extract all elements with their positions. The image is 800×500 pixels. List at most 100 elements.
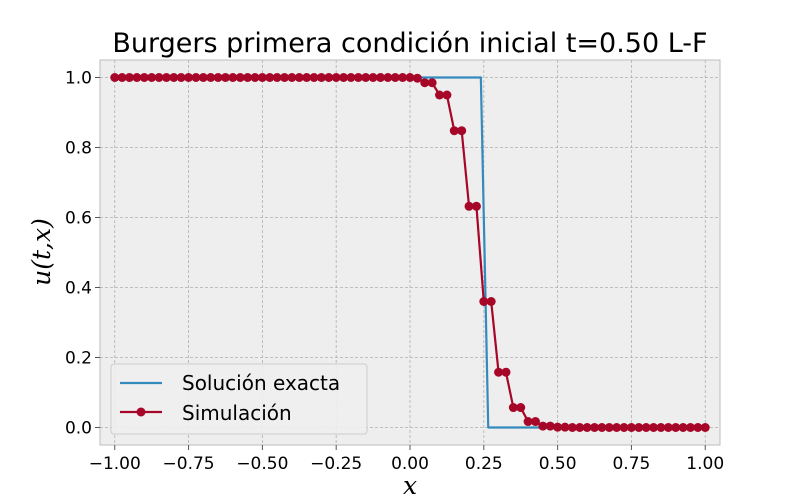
data-point-simulacion	[339, 73, 349, 82]
data-point-simulacion	[243, 73, 253, 82]
data-point-simulacion	[206, 73, 216, 82]
data-point-simulacion	[169, 73, 179, 82]
data-point-simulacion	[449, 126, 459, 136]
data-point-simulacion	[265, 73, 275, 82]
series-layer	[110, 73, 710, 432]
data-point-simulacion	[375, 73, 385, 82]
data-point-simulacion	[553, 422, 563, 432]
data-point-simulacion	[368, 73, 378, 82]
data-point-simulacion	[464, 201, 474, 211]
data-point-simulacion	[257, 73, 267, 82]
data-point-simulacion	[184, 73, 194, 82]
data-point-simulacion	[597, 423, 607, 432]
x-tick-label: 1.00	[686, 454, 724, 474]
data-point-simulacion	[324, 73, 334, 82]
x-tick-label: −1.00	[89, 454, 141, 474]
data-point-simulacion	[420, 78, 430, 88]
data-point-simulacion	[280, 73, 290, 82]
y-tick-label: 0.0	[65, 419, 92, 439]
data-point-simulacion	[161, 73, 171, 82]
data-point-simulacion	[154, 73, 164, 82]
data-point-simulacion	[250, 73, 260, 82]
data-point-simulacion	[117, 73, 127, 82]
data-point-simulacion	[545, 421, 555, 431]
data-point-simulacion	[590, 423, 600, 432]
data-point-simulacion	[228, 73, 238, 82]
data-point-simulacion	[700, 423, 710, 432]
data-point-simulacion	[125, 73, 135, 82]
data-point-simulacion	[442, 90, 452, 100]
x-tick-label: 0.00	[391, 454, 429, 474]
data-point-simulacion	[678, 423, 688, 432]
data-point-simulacion	[435, 90, 445, 100]
data-point-simulacion	[508, 403, 518, 413]
legend-box	[110, 363, 368, 435]
data-point-simulacion	[649, 423, 659, 432]
x-axis-label: x	[403, 471, 417, 500]
data-point-simulacion	[390, 73, 400, 82]
data-point-simulacion	[575, 423, 585, 432]
x-tick-label: −0.50	[236, 454, 288, 474]
data-point-simulacion	[272, 73, 282, 82]
legend-marker-simulacion	[136, 407, 146, 417]
chart-title: Burgers primera condición inicial t=0.50…	[112, 28, 707, 59]
y-tick-label: 0.4	[65, 279, 92, 299]
data-point-simulacion	[516, 403, 526, 413]
data-point-simulacion	[486, 297, 496, 306]
data-point-simulacion	[479, 297, 489, 306]
data-point-simulacion	[619, 423, 629, 432]
data-point-simulacion	[287, 73, 297, 82]
x-tick-label: 0.75	[612, 454, 650, 474]
data-point-simulacion	[560, 422, 570, 432]
data-point-simulacion	[634, 423, 644, 432]
data-point-simulacion	[663, 423, 673, 432]
data-point-simulacion	[538, 421, 548, 431]
y-tick-label: 0.8	[65, 139, 92, 159]
data-point-simulacion	[346, 73, 356, 82]
legend-label-simulacion: Simulación	[182, 401, 292, 425]
data-point-simulacion	[383, 73, 393, 82]
data-point-simulacion	[582, 423, 592, 432]
data-point-simulacion	[139, 73, 149, 82]
data-point-simulacion	[693, 423, 703, 432]
data-point-simulacion	[235, 73, 245, 82]
y-tick-label: 0.6	[65, 209, 92, 229]
data-point-simulacion	[309, 73, 319, 82]
data-point-simulacion	[685, 423, 695, 432]
data-point-simulacion	[213, 73, 223, 82]
x-tick-label: 0.50	[539, 454, 577, 474]
data-point-simulacion	[523, 417, 533, 427]
data-point-simulacion	[361, 73, 371, 82]
data-point-simulacion	[427, 78, 437, 88]
data-point-simulacion	[198, 73, 208, 82]
data-point-simulacion	[405, 73, 415, 82]
data-point-simulacion	[494, 367, 504, 377]
data-point-simulacion	[398, 73, 408, 82]
data-point-simulacion	[110, 73, 120, 82]
legend: Solución exacta Simulación	[110, 363, 368, 435]
data-point-simulacion	[530, 417, 540, 427]
legend-label-exacta: Solución exacta	[182, 371, 340, 395]
y-axis-label: u(t,x)	[27, 218, 56, 286]
data-point-simulacion	[626, 423, 636, 432]
x-axis-ticks: −1.00 −0.75 −0.50 −0.25 0.00 0.25 0.50 0.75 1.00	[89, 445, 724, 474]
x-tick-label: 0.25	[465, 454, 503, 474]
data-point-simulacion	[302, 73, 312, 82]
data-point-simulacion	[612, 423, 622, 432]
y-axis-ticks: 0.0 0.2 0.4 0.6 0.8 1.0	[65, 69, 100, 439]
data-point-simulacion	[176, 73, 186, 82]
x-tick-label: −0.25	[310, 454, 362, 474]
data-point-simulacion	[294, 73, 304, 82]
data-point-simulacion	[567, 423, 577, 432]
data-point-simulacion	[331, 73, 341, 82]
data-point-simulacion	[191, 73, 201, 82]
data-point-simulacion	[604, 423, 614, 432]
data-point-simulacion	[501, 367, 511, 377]
data-point-simulacion	[147, 73, 157, 82]
data-point-simulacion	[641, 423, 651, 432]
data-point-simulacion	[316, 73, 326, 82]
data-point-simulacion	[656, 423, 666, 432]
data-point-simulacion	[457, 126, 467, 136]
